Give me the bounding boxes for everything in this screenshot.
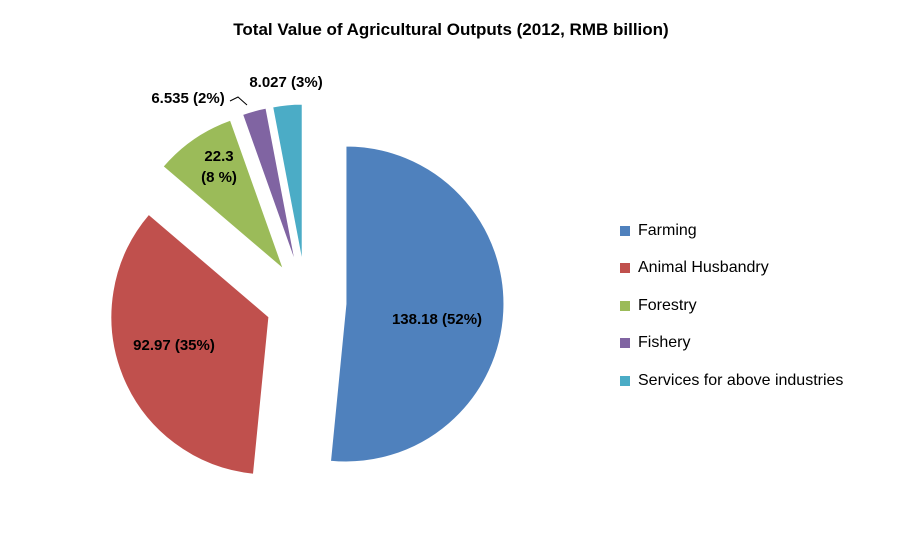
pie-slice-farming xyxy=(329,145,505,463)
legend-swatch xyxy=(620,300,630,311)
legend-item: Fishery xyxy=(620,325,843,363)
data-label-services-for-above-industries: 8.027 (3%) xyxy=(249,74,322,91)
pie-slice-forestry xyxy=(162,119,285,271)
legend-label: Animal Husbandry xyxy=(638,259,769,277)
legend-swatch xyxy=(620,225,630,236)
legend-item: Animal Husbandry xyxy=(620,250,843,288)
legend-label: Forestry xyxy=(638,296,697,314)
legend-swatch xyxy=(620,375,630,386)
legend-label: Fishery xyxy=(638,334,691,352)
legend-item: Services for above industries xyxy=(620,362,843,400)
pie-slice-services-for-above-industries xyxy=(272,103,303,263)
pie-slice-fishery xyxy=(241,107,297,264)
legend-label: Services for above industries xyxy=(638,371,844,389)
fishery-leader-line xyxy=(229,96,248,106)
legend-swatch xyxy=(620,338,630,349)
data-label-farming: 138.18 (52%) xyxy=(392,311,482,328)
chart-title: Total Value of Agricultural Outputs (201… xyxy=(233,20,669,39)
data-label-forestry: 22.3 (8 %) xyxy=(201,148,237,186)
legend-label: Farming xyxy=(638,221,697,239)
data-label-fishery: 6.535 (2%) xyxy=(151,90,224,107)
legend: Farming Animal Husbandry Forestry Fishery Se… xyxy=(620,212,843,400)
data-label-animal-husbandry: 92.97 (35%) xyxy=(133,337,215,354)
legend-item: Forestry xyxy=(620,287,843,325)
legend-item: Farming xyxy=(620,212,843,250)
legend-swatch xyxy=(620,263,630,274)
pie-slice-animal-husbandry xyxy=(110,213,270,475)
